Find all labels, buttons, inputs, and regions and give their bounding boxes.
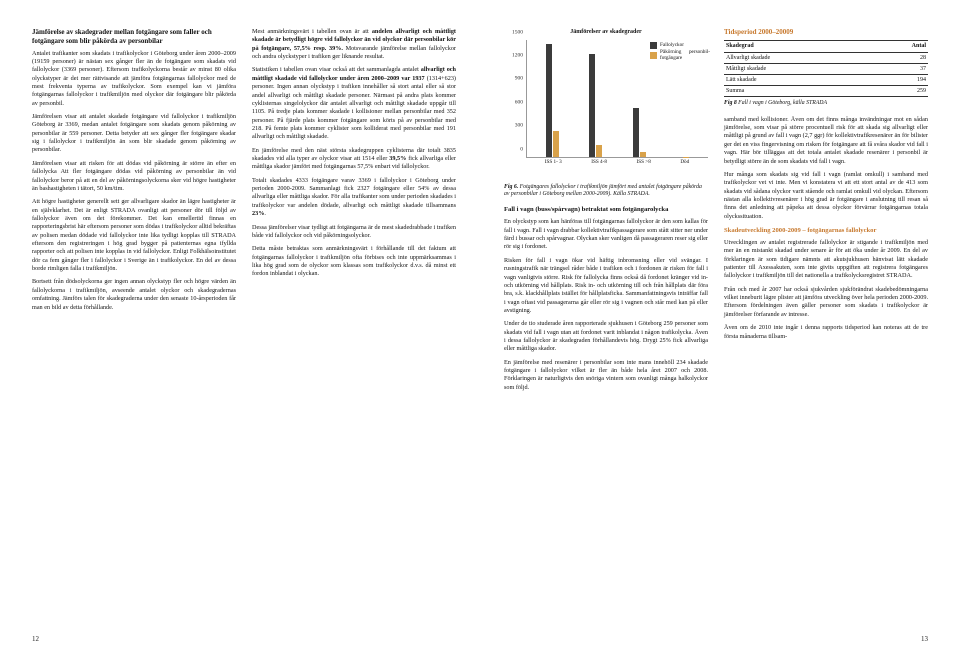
bar-group: [676, 157, 689, 158]
table-cell: 259: [872, 85, 928, 96]
bar-group: [633, 108, 646, 157]
paragraph: Statistiken i tabellen ovan visar också …: [252, 66, 456, 141]
xtick-label: Död: [680, 159, 689, 166]
table-title: Tidsperiod 2000–20009: [724, 28, 928, 37]
text: Statistiken i tabellen ovan visar också …: [252, 66, 421, 73]
table-header: Antal: [872, 41, 928, 52]
chart-legend: FallolyckorPåkörning personbil-fotgängar…: [650, 42, 710, 62]
paragraph: Bortsett från dödsolyckorna ger ingen an…: [32, 278, 236, 311]
ytick-label: 300: [505, 123, 523, 130]
chart-title: Jämförelser av skadegrader: [504, 28, 708, 36]
section-heading: Jämförelse av skadegrader mellan fotgäng…: [32, 28, 236, 46]
chart-xlabels: ISS 1- 3 ISS 4-8 ISS >8 Död: [526, 158, 708, 166]
table-cell: Allvarligt skadade: [724, 52, 872, 63]
bar: [596, 145, 602, 157]
legend-swatch: [650, 42, 657, 49]
bar: [589, 54, 595, 157]
bar-chart: Jämförelser av skadegrader 0 300 600 900 120…: [504, 28, 708, 178]
caption-text: Fall i vagn i Göteborg, källa STRADA: [737, 100, 827, 106]
paragraph: Att högre hastigheter generellt sett ger…: [32, 198, 236, 273]
paragraph: Mest anmärkningsvärt i tabellen ovan är …: [252, 28, 456, 61]
table-cell: Summa: [724, 85, 872, 96]
bar: [546, 44, 552, 157]
paragraph: En jämförelse med resenärer i personbila…: [504, 359, 708, 392]
left-columns: Jämförelse av skadegrader mellan fotgäng…: [32, 28, 456, 618]
table-header: Skadegrad: [724, 41, 872, 52]
page-right: Jämförelser av skadegrader 0 300 600 900 120…: [480, 0, 960, 657]
subheading: Fall i vagn (buss/spårvagn) betraktat so…: [504, 206, 708, 215]
bold-text: 23%: [252, 210, 264, 217]
bar: [683, 157, 689, 158]
table-row: Summa259: [724, 85, 928, 96]
paragraph: samband med kollisioner. Även om det fin…: [724, 116, 928, 166]
ytick-label: 900: [505, 76, 523, 83]
figure-caption: Fig 6. Fotgängares fallolyckor i trafikm…: [504, 184, 708, 198]
xtick-label: ISS 1- 3: [545, 159, 562, 166]
legend-label: Fallolyckor: [660, 43, 684, 49]
table-row: Lätt skadade194: [724, 74, 928, 85]
data-table: SkadegradAntalAllvarligt skadade28Måttli…: [724, 40, 928, 96]
paragraph: En olyckstyp som kan hänföras till fotgä…: [504, 218, 708, 251]
paragraph: Risken för fall i vagn ökar vid häftig i…: [504, 257, 708, 316]
paragraph: Dessa jämförelser visar tydligt att fotg…: [252, 224, 456, 241]
page-number: 13: [921, 635, 928, 643]
table-cell: Måttligt skadade: [724, 63, 872, 74]
text: Totalt skadades 4333 fotgängare varav 33…: [252, 177, 456, 209]
text: .: [264, 210, 266, 217]
caption-label: Fig 8: [724, 100, 737, 106]
paragraph: En jämförelse med den näst största skade…: [252, 147, 456, 172]
bar-group: [546, 44, 559, 157]
paragraph: Jämförelsen visar att antalet skadade fo…: [32, 113, 236, 155]
text: Mest anmärkningsvärt i tabellen ovan är …: [252, 28, 372, 35]
bar-group: [589, 54, 602, 157]
paragraph: Även om de 2010 inte ingår i denna rappo…: [724, 324, 928, 341]
xtick-label: ISS 4-8: [591, 159, 607, 166]
ytick-label: 1200: [505, 52, 523, 59]
xtick-label: ISS >8: [636, 159, 650, 166]
bar: [633, 108, 639, 157]
table-row: Allvarligt skadade28: [724, 52, 928, 63]
paragraph: Hur många som skadats sig vid fall i vag…: [724, 171, 928, 221]
page-left: Jämförelse av skadegrader mellan fotgäng…: [0, 0, 480, 657]
legend-item: Påkörning personbil-fotgängare: [650, 50, 710, 61]
legend-label: Påkörning personbil-fotgängare: [660, 50, 710, 61]
text: (1314+623) personer. Ingen annan olyckst…: [252, 75, 456, 141]
paragraph: Från och med år 2007 har också sjukvårde…: [724, 286, 928, 319]
left-col1: Jämförelse av skadegrader mellan fotgäng…: [32, 28, 236, 618]
page-number: 12: [32, 635, 39, 643]
legend-item: Fallolyckor: [650, 42, 710, 49]
paragraph: Under de tio studerade åren rapporterade…: [504, 320, 708, 353]
ytick-label: 1500: [505, 29, 523, 36]
right-col2: Tidsperiod 2000–20009 SkadegradAntalAllv…: [724, 28, 928, 618]
ytick-label: 0: [505, 146, 523, 153]
legend-swatch: [650, 52, 657, 59]
table-cell: 37: [872, 63, 928, 74]
chart-container: Jämförelser av skadegrader 0 300 600 900 120…: [504, 28, 708, 198]
caption-text: Fotgängares fallolyckor i trafikmiljön j…: [504, 184, 702, 197]
table-cell: 28: [872, 52, 928, 63]
left-col2: Mest anmärkningsvärt i tabellen ovan är …: [252, 28, 456, 618]
caption-label: Fig 6.: [504, 184, 518, 190]
table-cell: Lätt skadade: [724, 74, 872, 85]
table-row: Måttligt skadade37: [724, 63, 928, 74]
paragraph: Antalet trafikanter som skadats i trafik…: [32, 50, 236, 109]
paragraph: Utvecklingen av antalet registrerade fal…: [724, 239, 928, 281]
right-col1: Jämförelser av skadegrader 0 300 600 900 120…: [504, 28, 708, 618]
bar: [640, 152, 646, 157]
table-caption: Fig 8 Fall i vagn i Göteborg, källa STRA…: [724, 100, 928, 108]
table-cell: 194: [872, 74, 928, 85]
subheading: Skadeutveckling 2000-2009 – fotgängarnas…: [724, 227, 928, 236]
paragraph: Totalt skadades 4333 fotgängare varav 33…: [252, 177, 456, 219]
paragraph: Jämförelsen visar att risken för att död…: [32, 160, 236, 193]
bar: [553, 131, 559, 157]
bold-text: 39,5%: [389, 155, 406, 162]
paragraph: Detta måste betraktas som anmärkningsvär…: [252, 245, 456, 278]
right-columns: Jämförelser av skadegrader 0 300 600 900 120…: [504, 28, 928, 618]
ytick-label: 600: [505, 99, 523, 106]
